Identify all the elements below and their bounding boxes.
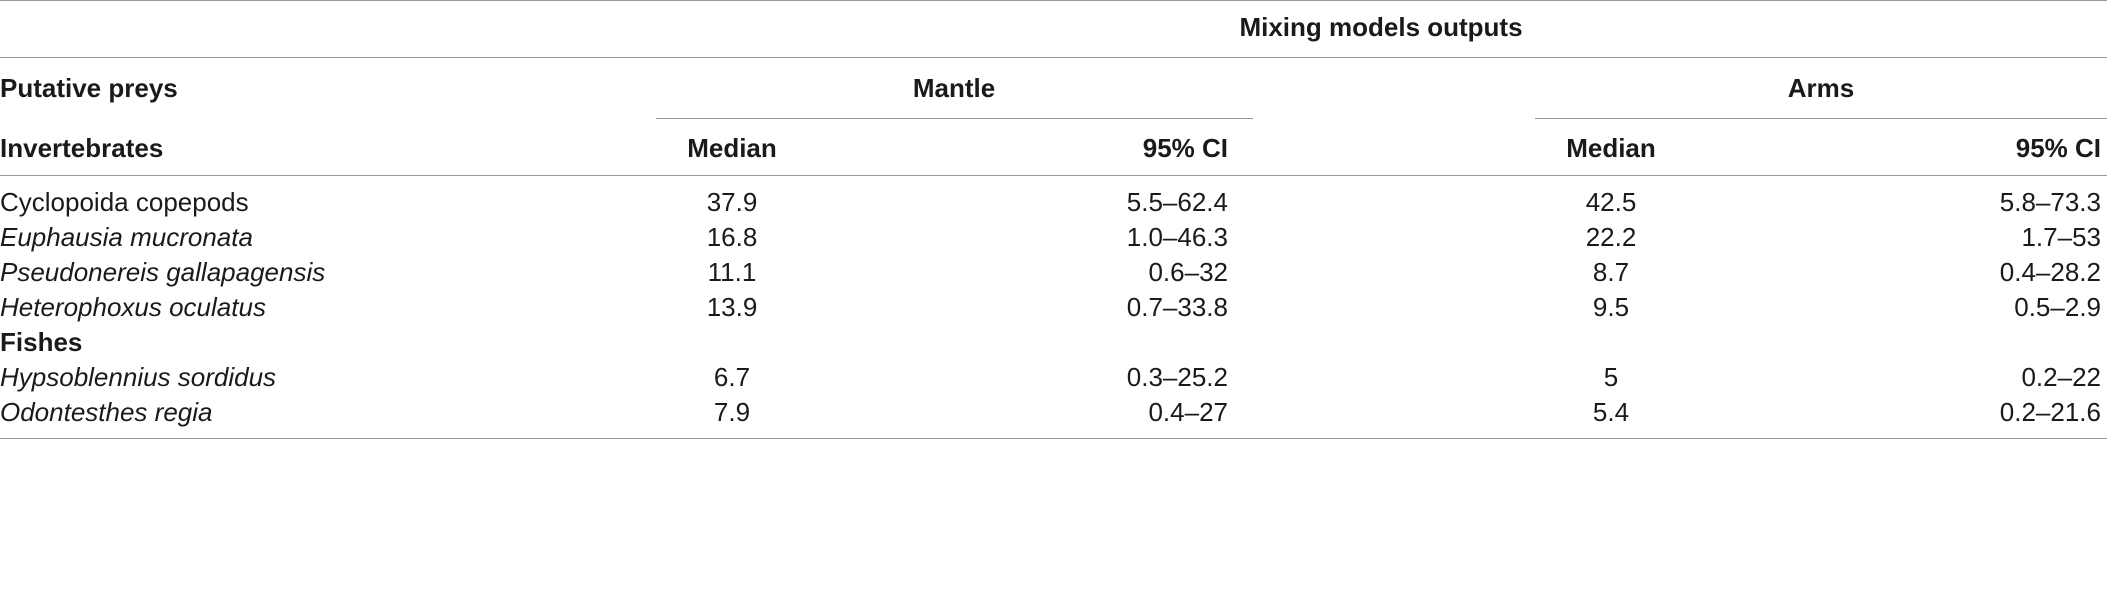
arms-underline [1535, 118, 2107, 119]
row-name: Pseudonereis gallapagensis [0, 257, 326, 287]
row-arms-ci: 0.2–21.6 [1999, 397, 2101, 427]
row-arms-median: 8.7 [1592, 257, 1630, 287]
header-bottom-rule [0, 175, 2107, 176]
row-name: Heterophoxus oculatus [0, 292, 266, 322]
row-arms-median: 9.5 [1592, 292, 1630, 322]
row-name: Odontesthes regia [0, 397, 213, 427]
row-mantle-median: 13.9 [706, 292, 758, 322]
row-arms-median: 5.4 [1592, 397, 1630, 427]
section-header-invertebrates: Invertebrates [0, 133, 164, 163]
row-arms-ci: 0.5–2.9 [2014, 292, 2101, 322]
row-mantle-median: 11.1 [707, 257, 757, 287]
row-name: Cyclopoida copepods [0, 187, 249, 217]
row-arms-median: 22.2 [1585, 222, 1637, 252]
group-header-arms: Arms [1787, 73, 1855, 103]
row-arms-ci: 0.4–28.2 [1999, 257, 2101, 287]
row-mantle-median: 6.7 [713, 362, 751, 392]
row-mantle-ci: 0.3–25.2 [1126, 362, 1228, 392]
top-rule [0, 0, 2107, 1]
row-arms-ci: 5.8–73.3 [1999, 187, 2101, 217]
row-mantle-ci: 1.0–46.3 [1126, 222, 1228, 252]
row-arms-median: 42.5 [1585, 187, 1637, 217]
row-mantle-ci: 0.4–27 [1148, 397, 1228, 427]
column-header-putative-preys: Putative preys [0, 73, 178, 103]
row-mantle-ci: 5.5–62.4 [1126, 187, 1228, 217]
row-mantle-ci: 0.7–33.8 [1126, 292, 1228, 322]
row-arms-ci: 1.7–53 [2021, 222, 2101, 252]
column-header-mantle-ci: 95% CI [1142, 133, 1228, 163]
row-mantle-median: 16.8 [706, 222, 758, 252]
section-header-fishes: Fishes [0, 327, 83, 357]
column-header-arms-ci: 95% CI [2015, 133, 2101, 163]
column-header-mantle-median: Median [687, 133, 777, 163]
mantle-underline [656, 118, 1253, 119]
row-arms-ci: 0.2–22 [2021, 362, 2101, 392]
row-arms-median: 5 [1603, 362, 1619, 392]
row-mantle-median: 7.9 [713, 397, 751, 427]
spanner-rule [0, 57, 2107, 58]
bottom-rule [0, 438, 2107, 439]
row-name: Hypsoblennius sordidus [0, 362, 277, 392]
row-mantle-median: 37.9 [706, 187, 758, 217]
group-header-mantle: Mantle [912, 73, 996, 103]
spanner-header: Mixing models outputs [1239, 12, 1523, 42]
row-mantle-ci: 0.6–32 [1148, 257, 1228, 287]
column-header-arms-median: Median [1566, 133, 1656, 163]
row-name: Euphausia mucronata [0, 222, 253, 252]
